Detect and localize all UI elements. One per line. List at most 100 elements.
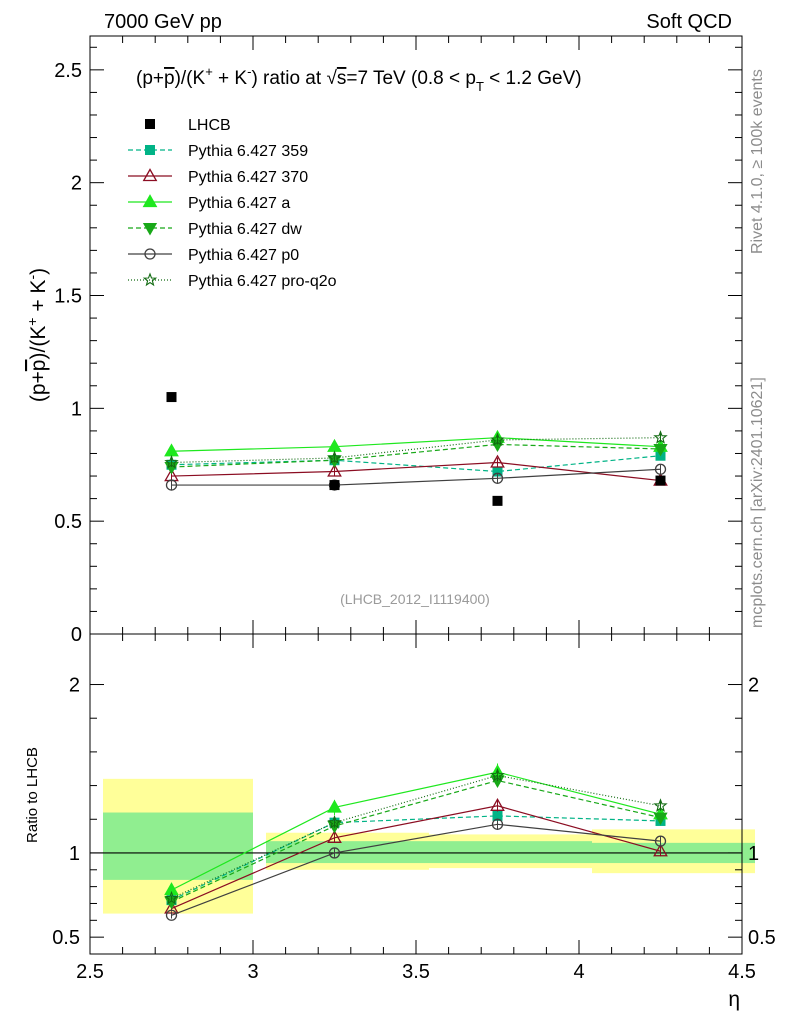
main-ylabel: (p+p)/(K+ + K-) xyxy=(24,268,50,402)
title-part: + K xyxy=(213,68,248,89)
ratio-point-dw xyxy=(653,812,668,826)
data-point-lhcb xyxy=(166,392,177,403)
ratio-panel: 2.5 3 3.5 4 4.5 0.5 0.5 1 1 2 2 Ratio to LHCB xyxy=(24,633,776,983)
y-tick-label-ratio: 1 xyxy=(69,843,80,865)
y-tick-label-main: 1 xyxy=(71,398,82,420)
main-series xyxy=(164,392,668,506)
ratio-ylabel: Ratio to LHCB xyxy=(24,747,41,843)
x-tick-label: 2.5 xyxy=(76,961,104,983)
point-dw xyxy=(653,443,668,457)
plot-title: (p+p)/(K+ + K-) ratio at √s=7 TeV (0.8 <… xyxy=(136,64,582,94)
y-tick-label-ratio: 2 xyxy=(69,675,80,697)
title-sub: T xyxy=(476,79,484,94)
legend-marker-p0 xyxy=(144,248,156,260)
ylabel-sup: - xyxy=(24,275,40,280)
legend-label-lhcb: LHCB xyxy=(188,117,231,134)
y-tick-label-main: 1.5 xyxy=(54,286,82,308)
ratio-ticks: 2.5 3 3.5 4 4.5 0.5 0.5 1 1 2 2 xyxy=(52,634,776,983)
legend-marker-dw xyxy=(142,223,158,236)
ratio-band-stat xyxy=(266,841,429,864)
ratio-point-370 xyxy=(327,829,342,843)
title-part: ) ratio at xyxy=(251,68,326,89)
rivet-label: Rivet 4.1.0, ≥ 100k events xyxy=(749,69,766,254)
x-tick-label: 3 xyxy=(247,961,258,983)
title-sqrt-arg: s xyxy=(337,68,347,89)
data-point-lhcb xyxy=(655,475,666,486)
series-line-359 xyxy=(171,455,661,473)
title-sup: + xyxy=(205,64,213,79)
point-a xyxy=(164,443,179,457)
ratio-point-p0 xyxy=(328,847,341,859)
y-tick-label-main: 0 xyxy=(71,624,82,646)
legend-marker-lhcb xyxy=(145,119,155,129)
ratio-line-p0 xyxy=(171,823,661,916)
title-part: < 1.2 GeV) xyxy=(484,68,582,89)
ratio-band-stat xyxy=(103,812,253,880)
ratio-point-370 xyxy=(490,797,505,811)
ylabel-part: + K xyxy=(27,280,50,318)
ratio-line-a xyxy=(171,771,661,891)
ratio-point-p0 xyxy=(654,835,667,847)
point-pro-q2o xyxy=(327,450,342,465)
series-line-p0 xyxy=(171,468,661,486)
title-sqrt: √ xyxy=(326,68,337,89)
ylabel-part: )/(K xyxy=(27,326,50,360)
x-axis-label: η xyxy=(728,988,740,1011)
header-left: 7000 GeV pp xyxy=(104,11,222,33)
legend-label-a: Pythia 6.427 a xyxy=(188,195,290,212)
point-a xyxy=(327,438,342,452)
legend: LHCB Pythia 6.427 359 Pythia 6.427 370 Pyth… xyxy=(128,117,337,290)
x-tick-label: 3.5 xyxy=(402,961,430,983)
title-part: (p+ xyxy=(136,68,164,89)
legend-label-dw: Pythia 6.427 dw xyxy=(188,221,302,238)
y-tick-label-main: 2 xyxy=(71,173,82,195)
ratio-band-stat xyxy=(429,841,592,864)
legend-label-pro-q2o: Pythia 6.427 pro-q2o xyxy=(188,273,337,290)
y-tick-label-main: 2.5 xyxy=(54,60,82,82)
point-p0 xyxy=(654,463,667,475)
legend-marker-359 xyxy=(145,145,155,155)
ratio-bands xyxy=(90,778,755,914)
title-part: =7 TeV (0.8 < p xyxy=(346,68,476,89)
ratio-point-pro-q2o xyxy=(490,767,505,782)
legend-marker-pro-q2o xyxy=(142,272,158,287)
legend-label-359: Pythia 6.427 359 xyxy=(188,143,308,160)
ylabel-part: ) xyxy=(27,268,50,275)
ratio-point-359 xyxy=(492,810,503,821)
ratio-point-pro-q2o xyxy=(164,890,179,905)
series-line-pro-q2o xyxy=(171,437,661,464)
series-line-a xyxy=(171,437,661,452)
y-tick-label-main: 0.5 xyxy=(54,511,82,533)
ratio-point-370 xyxy=(653,843,668,857)
ratio-line-pro-q2o xyxy=(171,774,661,899)
title-pbar: p xyxy=(164,68,175,89)
ratio-point-pro-q2o xyxy=(653,798,668,812)
legend-label-370: Pythia 6.427 370 xyxy=(188,169,308,186)
ylabel-pbar: p xyxy=(27,360,50,372)
main-ticks: 0 0.5 1 1.5 2 2.5 xyxy=(54,36,743,646)
y-tick-label-ratio-right: 1 xyxy=(748,843,759,865)
point-359 xyxy=(492,466,503,477)
y-tick-label-ratio: 0.5 xyxy=(52,927,80,949)
ratio-point-pro-q2o xyxy=(327,815,342,829)
title-sup: - xyxy=(247,64,251,79)
ratio-series xyxy=(164,763,668,921)
ratio-point-a xyxy=(164,882,179,896)
point-pro-q2o xyxy=(164,454,179,469)
legend-marker-370 xyxy=(142,168,158,182)
ratio-point-p0 xyxy=(491,818,504,830)
main-panel: 00.511.522.5 (p+p)/(K+ + K-) ratio at √s… xyxy=(24,35,743,646)
title-part: )/(K xyxy=(175,68,206,89)
point-pro-q2o xyxy=(490,432,505,447)
y-tick-label-ratio-right: 0.5 xyxy=(748,927,776,949)
ylabel-part: (p+ xyxy=(27,371,50,402)
point-370 xyxy=(490,454,505,468)
ratio-point-p0 xyxy=(165,909,178,921)
ylabel-sup: + xyxy=(24,317,40,325)
mcplots-label: mcplots.cern.ch [arXiv:2401.10621] xyxy=(749,377,766,628)
ratio-point-a xyxy=(327,799,342,813)
header-right: Soft QCD xyxy=(646,11,732,33)
legend-marker-a xyxy=(142,194,158,208)
data-point-lhcb xyxy=(492,495,503,506)
